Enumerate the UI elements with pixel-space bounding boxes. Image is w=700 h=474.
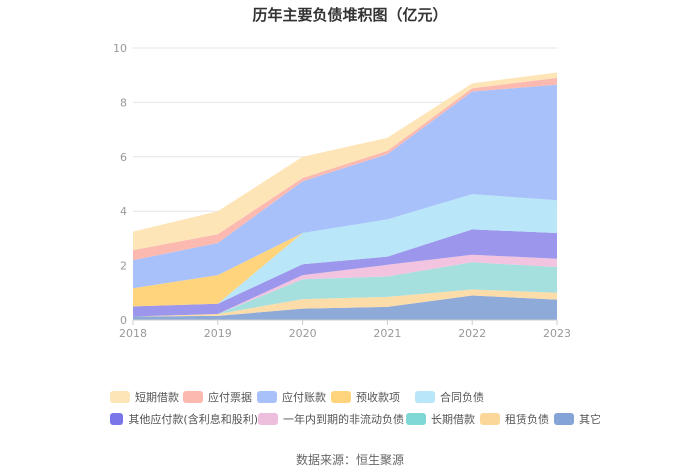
legend-item[interactable]: 其他应付款(含利息和股利) <box>110 411 258 427</box>
legend-item[interactable]: 租赁负债 <box>480 411 554 427</box>
legend-label: 合同负债 <box>440 391 484 404</box>
legend-swatch <box>415 391 435 403</box>
area-series-5 <box>133 194 557 307</box>
legend-swatch <box>258 413 278 425</box>
area-series-7 <box>133 84 557 289</box>
x-tick-label: 2023 <box>543 327 571 340</box>
legend-item[interactable]: 短期借款 <box>110 389 183 405</box>
legend-item[interactable]: 其它 <box>554 411 614 427</box>
legend-item[interactable]: 一年内到期的非流动负债 <box>258 411 406 427</box>
legend-label: 应付票据 <box>208 391 252 404</box>
area-series-layer <box>133 72 557 320</box>
legend-swatch <box>331 391 351 403</box>
chart-title: 历年主要负债堆积图（亿元） <box>252 6 448 24</box>
legend-label: 其他应付款(含利息和股利) <box>128 413 258 426</box>
y-tick-label: 10 <box>113 42 127 55</box>
legend-row-2: 其他应付款(含利息和股利) 一年内到期的非流动负债 长期借款 租赁负债 其它 <box>110 408 630 430</box>
legend-label: 短期借款 <box>135 391 179 404</box>
area-series-2 <box>133 262 557 317</box>
legend-label: 长期借款 <box>431 413 475 426</box>
x-tick-label: 2018 <box>119 327 147 340</box>
legend: 短期借款 应付票据 应付账款 预收款项 合同负债 其他应付款(含利息和股利) 一年内到期的… <box>110 386 630 430</box>
legend-item[interactable]: 长期借款 <box>406 411 480 427</box>
legend-item[interactable]: 预收款项 <box>331 389 415 405</box>
stacked-area-chart: 0 2 4 6 8 10 2018 2019 2020 2021 2022 2023 <box>113 42 571 340</box>
legend-label: 租赁负债 <box>505 413 549 426</box>
area-series-9 <box>133 72 557 251</box>
area-series-6 <box>133 194 557 307</box>
legend-item[interactable]: 合同负债 <box>415 389 515 405</box>
legend-swatch <box>554 413 574 425</box>
y-tick-label: 6 <box>120 151 127 164</box>
legend-label: 应付账款 <box>282 391 326 404</box>
legend-label: 预收款项 <box>356 391 400 404</box>
x-tick-label: 2021 <box>373 327 401 340</box>
legend-swatch <box>406 413 426 425</box>
y-tick-label: 0 <box>120 314 127 327</box>
legend-item[interactable]: 应付账款 <box>257 389 331 405</box>
legend-swatch <box>257 391 277 403</box>
data-source-note: 数据来源：恒生聚源 <box>295 453 404 467</box>
area-series-3 <box>133 254 557 317</box>
x-tick-label: 2019 <box>204 327 232 340</box>
x-tick-label: 2022 <box>458 327 486 340</box>
y-tick-label: 2 <box>120 260 127 273</box>
legend-item[interactable]: 应付票据 <box>183 389 257 405</box>
legend-label: 其它 <box>579 413 601 426</box>
legend-swatch <box>110 391 130 403</box>
axes: 0 2 4 6 8 10 2018 2019 2020 2021 2022 2023 <box>113 42 571 340</box>
area-series-4 <box>133 229 557 317</box>
legend-row-1: 短期借款 应付票据 应付账款 预收款项 合同负债 <box>110 386 630 408</box>
legend-swatch <box>110 413 124 425</box>
legend-label: 一年内到期的非流动负债 <box>283 413 404 426</box>
legend-swatch <box>480 413 500 425</box>
x-tick-label: 2020 <box>289 327 317 340</box>
y-tick-label: 4 <box>120 205 127 218</box>
y-tick-label: 8 <box>120 96 127 109</box>
legend-swatch <box>183 391 203 403</box>
area-series-1 <box>133 289 557 317</box>
